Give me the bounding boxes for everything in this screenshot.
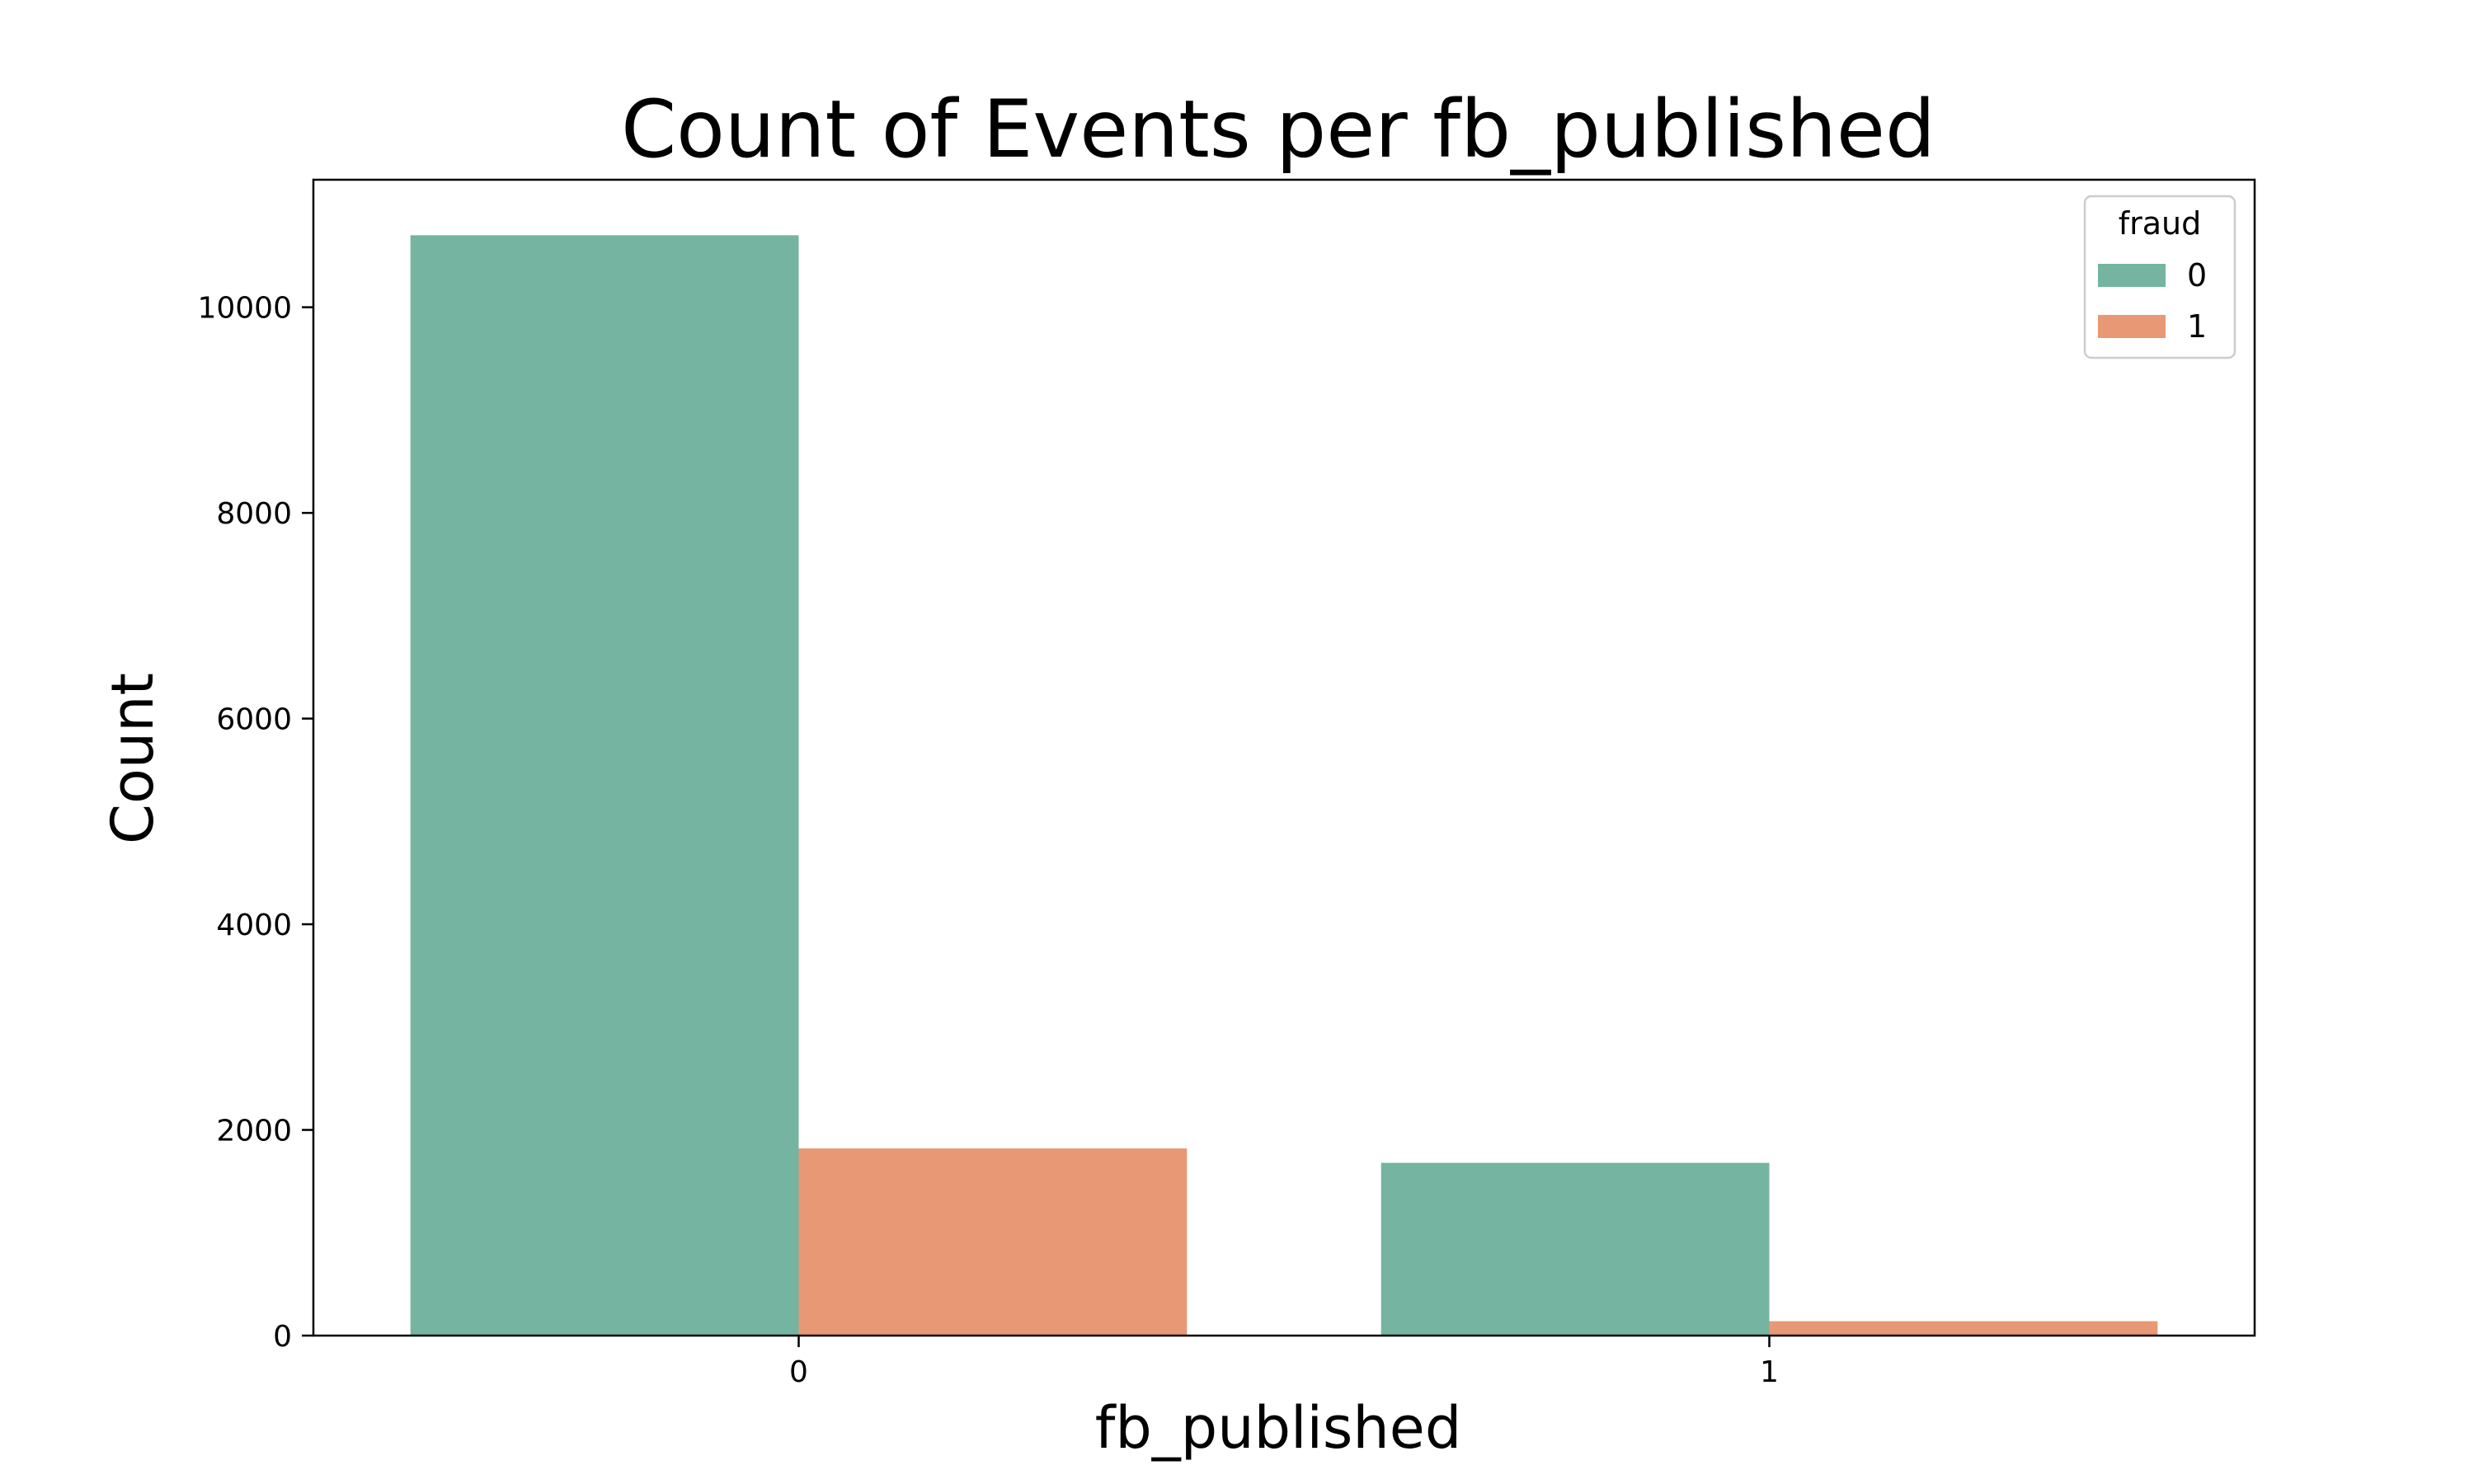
x-tick-label: 0 bbox=[789, 1355, 808, 1389]
bar-fb1-fraud1 bbox=[1769, 1321, 2158, 1336]
legend-entries: 01 bbox=[2098, 257, 2207, 345]
y-axis-ticks: 0 2000 4000 6000 8000 10000 bbox=[197, 292, 313, 1354]
x-axis-label: fb_published bbox=[1095, 1394, 1462, 1462]
legend: fraud 01 bbox=[2083, 195, 2236, 359]
legend-swatch-fraud0 bbox=[2098, 264, 2166, 287]
y-tick-label: 2000 bbox=[216, 1115, 292, 1148]
y-tick-label: 6000 bbox=[216, 703, 292, 737]
plot-frame bbox=[312, 178, 2256, 1337]
bars-group bbox=[410, 235, 2158, 1336]
legend-label-fraud0: 0 bbox=[2187, 257, 2207, 294]
x-tick-label: 1 bbox=[1760, 1355, 1779, 1389]
bar-fb0-fraud1 bbox=[798, 1148, 1188, 1336]
legend-title: fraud bbox=[2119, 205, 2202, 242]
legend-label-fraud1: 1 bbox=[2187, 308, 2207, 345]
legend-swatch-fraud1 bbox=[2098, 315, 2166, 338]
y-tick-label: 0 bbox=[273, 1320, 292, 1354]
y-tick-label: 4000 bbox=[216, 909, 292, 942]
chart-title: Count of Events per fb_published bbox=[621, 83, 1935, 176]
y-axis-label: Count bbox=[99, 673, 167, 844]
bar-fb1-fraud0 bbox=[1380, 1162, 1770, 1336]
y-tick-label: 10000 bbox=[197, 292, 292, 326]
bar-fb0-fraud0 bbox=[410, 235, 799, 1336]
y-tick-label: 8000 bbox=[216, 497, 292, 531]
